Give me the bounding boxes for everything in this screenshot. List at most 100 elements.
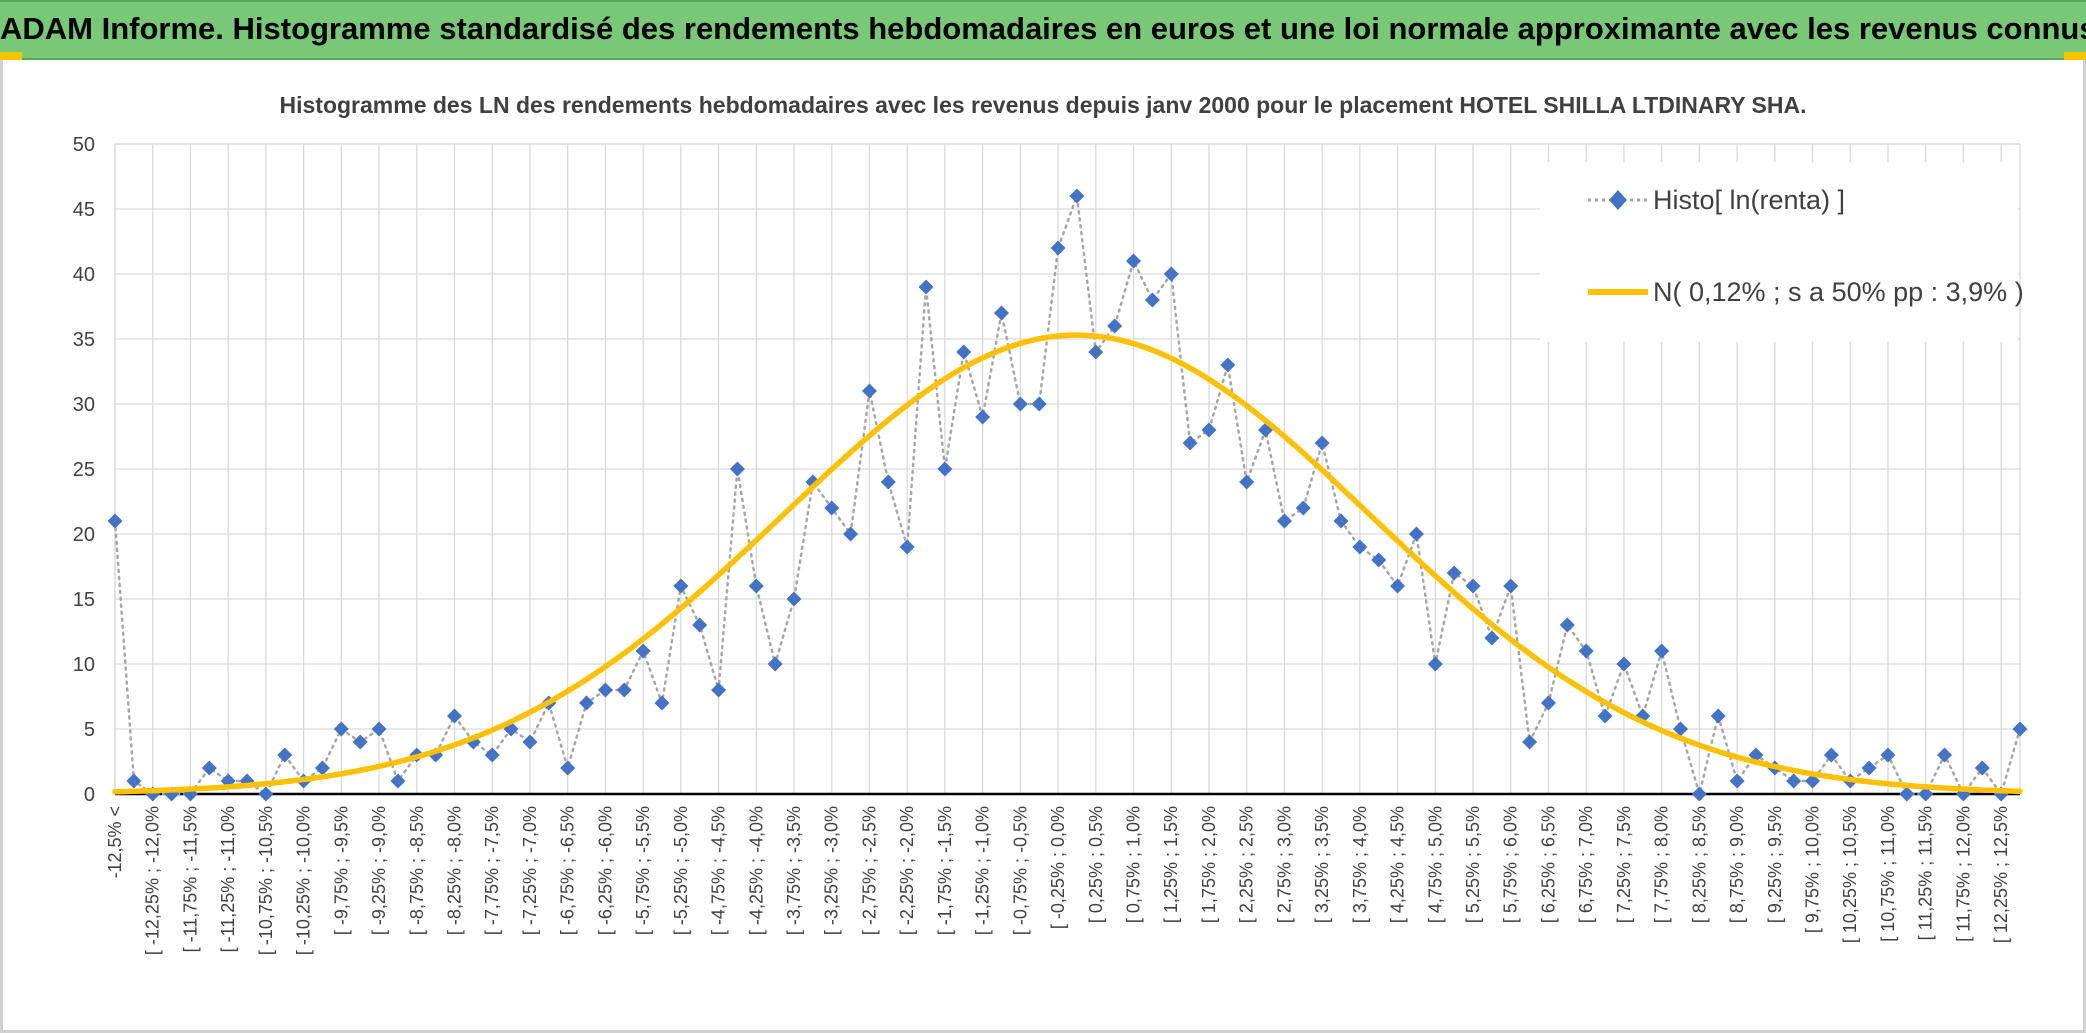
- x-tick-label: [ -12,25% ; -12,0%: [143, 806, 163, 955]
- histo-point: [1465, 578, 1481, 594]
- x-tick-label: [ -1,25% ; -1,0%: [973, 806, 993, 935]
- histo-point: [1522, 734, 1538, 750]
- histo-point: [1107, 318, 1123, 334]
- report-title: ADAM Informe. Histogramme standardisé de…: [0, 11, 2086, 46]
- histo-point: [1144, 292, 1160, 308]
- y-tick-label: 25: [73, 459, 95, 481]
- histo-point: [1163, 266, 1179, 282]
- histo-point: [522, 734, 538, 750]
- x-tick-label: [ 11,25% ; 11,5%: [1916, 806, 1936, 940]
- x-tick-label: [ 7,25% ; 7,5%: [1614, 806, 1634, 923]
- x-tick-label: [ 7,75% ; 8,0%: [1652, 806, 1672, 923]
- x-tick-label: [ 2,75% ; 3,0%: [1274, 806, 1294, 923]
- x-tick-label: [ -2,75% ; -2,5%: [859, 806, 879, 935]
- histo-point: [1031, 396, 1047, 412]
- histo-point: [616, 682, 632, 698]
- x-tick-label: [ 0,75% ; 1,0%: [1124, 806, 1144, 923]
- histo-point: [371, 721, 387, 737]
- x-tick-label: [ -1,75% ; -1,5%: [935, 806, 955, 935]
- histo-point: [1880, 747, 1896, 763]
- x-tick-label: [ -0,75% ; -0,5%: [1010, 806, 1030, 935]
- histo-point: [1201, 422, 1217, 438]
- histo-point: [1276, 513, 1292, 529]
- x-tick-label: [ -9,25% ; -9,0%: [369, 806, 389, 935]
- histo-point: [748, 578, 764, 594]
- y-tick-label: 10: [73, 654, 95, 676]
- chart-title: Histogramme des LN des rendements hebdom…: [280, 92, 1807, 118]
- histo-point: [1559, 617, 1575, 633]
- x-tick-label: [ 11,75% ; 12,0%: [1953, 806, 1973, 942]
- histo-point: [333, 721, 349, 737]
- histo-point: [1012, 396, 1028, 412]
- x-tick-label: [ 1,25% ; 1,5%: [1161, 806, 1181, 923]
- x-tick-label: [ -6,75% ; -6,5%: [558, 806, 578, 935]
- legend-normal-label: N( 0,12% ; s a 50% pp : 3,9% ): [1653, 277, 2024, 307]
- histo-point: [1069, 188, 1085, 204]
- y-tick-label: 30: [73, 394, 95, 416]
- histo-point: [1427, 656, 1443, 672]
- x-tick-label: [ -3,75% ; -3,5%: [784, 806, 804, 935]
- x-tick-label: -12,5% <: [105, 806, 125, 879]
- histo-point: [1616, 656, 1632, 672]
- x-tick-label: [ -8,75% ; -8,5%: [407, 806, 427, 935]
- histo-point: [1597, 708, 1613, 724]
- histo-point: [1371, 552, 1387, 568]
- histo-point: [880, 474, 896, 490]
- x-tick-label: [ 3,25% ; 3,5%: [1312, 806, 1332, 923]
- histo-point: [1314, 435, 1330, 451]
- x-tick-label: [ 6,75% ; 7,0%: [1576, 806, 1596, 923]
- histo-point: [956, 344, 972, 360]
- histo-point: [654, 695, 670, 711]
- x-tick-label: [ 10,75% ; 11,0%: [1878, 806, 1898, 942]
- histo-point: [2012, 721, 2028, 737]
- x-tick-label: [ 0,25% ; 0,5%: [1086, 806, 1106, 923]
- histo-point: [1899, 786, 1915, 802]
- x-tick-label: [ -10,25% ; -10,0%: [294, 806, 314, 955]
- normal-curve: [112, 332, 2023, 795]
- x-tick-label: [ -10,75% ; -10,5%: [256, 806, 276, 955]
- histo-point: [1974, 760, 1990, 776]
- y-tick-label: 50: [73, 134, 95, 156]
- report-banner: [0, 0, 2086, 60]
- histo-point: [1239, 474, 1255, 490]
- histo-point: [1672, 721, 1688, 737]
- x-tick-label: [ 5,25% ; 5,5%: [1463, 806, 1483, 923]
- corner-accent-left: [0, 52, 22, 60]
- histo-point: [1484, 630, 1500, 646]
- histo-point: [1352, 539, 1368, 555]
- histo-point: [937, 461, 953, 477]
- histo-point: [1088, 344, 1104, 360]
- histo-point: [1503, 578, 1519, 594]
- histo-point: [314, 760, 330, 776]
- histo-point: [993, 305, 1009, 321]
- x-tick-label: [ -0,25% ; 0,0%: [1048, 806, 1068, 929]
- histo-point: [560, 760, 576, 776]
- x-tick-label: [ 9,75% ; 10,0%: [1803, 806, 1823, 933]
- histo-point: [786, 591, 802, 607]
- histo-point: [352, 734, 368, 750]
- x-tick-label: [ -2,25% ; -2,0%: [897, 806, 917, 935]
- y-tick-label: 15: [73, 589, 95, 611]
- histo-point: [861, 383, 877, 399]
- histo-point: [1182, 435, 1198, 451]
- x-tick-label: [ -11,25% ; -11,0%: [218, 806, 238, 952]
- y-tick-label: 0: [84, 784, 95, 806]
- histo-point: [824, 500, 840, 516]
- histo-point: [1654, 643, 1670, 659]
- histo-point: [1540, 695, 1556, 711]
- x-tick-label: [ 5,75% ; 6,0%: [1501, 806, 1521, 923]
- histo-point: [918, 279, 934, 295]
- histo-point: [1126, 253, 1142, 269]
- x-tick-label: [ -3,25% ; -3,0%: [822, 806, 842, 935]
- histo-point: [1220, 357, 1236, 373]
- histo-point: [447, 708, 463, 724]
- x-tick-label: [ 8,25% ; 8,5%: [1689, 806, 1709, 923]
- legend-histo-label: Histo[ ln(renta) ]: [1653, 185, 1845, 215]
- histo-point: [635, 643, 651, 659]
- y-axis-ticks: 0 5 10 15 20 25 30 35 40 45 50: [73, 134, 95, 806]
- y-tick-label: 40: [73, 264, 95, 286]
- x-tick-label: [ -4,75% ; -4,5%: [709, 806, 729, 935]
- chart-frame: [0, 60, 2086, 1033]
- y-tick-label: 35: [73, 329, 95, 351]
